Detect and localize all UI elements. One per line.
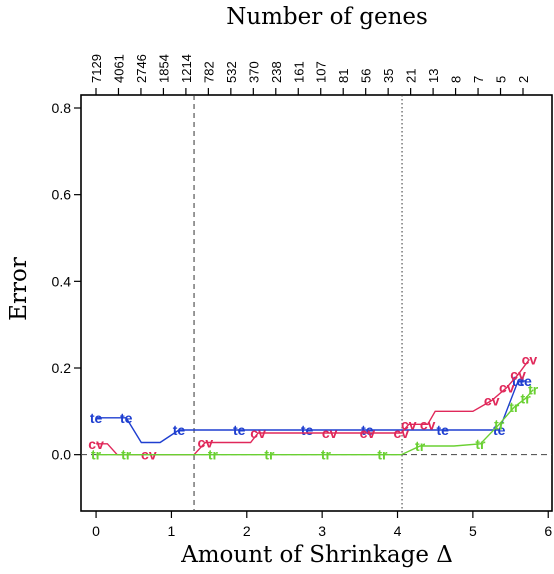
- series-marker-cv: cv: [250, 425, 266, 441]
- x-axis-title: Amount of Shrinkage Δ: [180, 542, 453, 568]
- series-marker-tr: tr: [521, 390, 532, 406]
- series-marker-cv: cv: [484, 393, 500, 409]
- plot-frame: [80, 94, 553, 512]
- series-line-te: [96, 380, 526, 444]
- x-tick-label: 4: [394, 523, 402, 539]
- series-marker-cv: cv: [198, 435, 214, 451]
- series-marker-cv: cv: [522, 351, 538, 367]
- top-tick-label: 13: [426, 69, 441, 83]
- top-tick-label: 238: [269, 61, 284, 83]
- top-tick-label: 107: [314, 61, 329, 83]
- x-tick-label: 5: [469, 523, 477, 539]
- series-marker-tr: tr: [208, 447, 219, 463]
- series-marker-tr: tr: [264, 447, 275, 463]
- series-marker-te: te: [301, 422, 314, 438]
- top-tick-label: 56: [359, 69, 374, 83]
- series-marker-cv: cv: [510, 367, 526, 383]
- y-tick-label: 0.4: [52, 273, 72, 289]
- top-tick-label: 7129: [89, 54, 104, 83]
- series-marker-tr: tr: [321, 447, 332, 463]
- series-marker-te: te: [493, 422, 506, 438]
- top-tick-label: 2: [516, 76, 531, 83]
- top-axis-title: Number of genes: [226, 4, 428, 30]
- x-tick-label: 1: [168, 523, 176, 539]
- series-marker-te: te: [437, 422, 450, 438]
- series-marker-tr: tr: [377, 447, 388, 463]
- top-tick-label: 370: [246, 61, 261, 83]
- top-tick-label: 1214: [179, 54, 194, 83]
- top-tick-label: 5: [494, 76, 509, 83]
- series-marker-te: te: [90, 410, 103, 426]
- top-tick-label: 532: [224, 61, 239, 83]
- series-marker-te: te: [361, 422, 374, 438]
- y-tick-label: 0.6: [52, 187, 72, 203]
- series-marker-te: te: [233, 422, 246, 438]
- top-tick-label: 21: [404, 69, 419, 83]
- series-marker-cv: cv: [499, 380, 515, 396]
- x-tick-label: 6: [544, 523, 552, 539]
- x-tick-label: 2: [243, 523, 251, 539]
- series-marker-cv: cv: [420, 416, 436, 432]
- top-tick-label: 1854: [156, 54, 171, 83]
- top-tick-label: 35: [381, 69, 396, 83]
- series-marker-tr: tr: [121, 447, 132, 463]
- y-tick-label: 0.2: [52, 360, 72, 376]
- y-tick-label: 0.8: [52, 100, 72, 116]
- top-tick-label: 2746: [134, 54, 149, 83]
- series-marker-tr: tr: [415, 438, 426, 454]
- top-tick-label: 7: [471, 76, 486, 83]
- series-marker-te: te: [173, 422, 186, 438]
- series-marker-cv: cv: [322, 425, 338, 441]
- series-marker-cv: cv: [393, 425, 409, 441]
- y-tick-label: 0.0: [52, 447, 72, 463]
- top-tick-label: 4061: [111, 54, 126, 83]
- series-marker-cv: cv: [401, 416, 417, 432]
- series-marker-cv: cv: [88, 436, 104, 452]
- series-line-cv: [96, 358, 530, 456]
- top-tick-label: 161: [291, 61, 306, 83]
- series-line-tr: [96, 389, 534, 456]
- series-marker-tr: tr: [91, 447, 102, 463]
- series-marker-tr: tr: [494, 416, 505, 432]
- series-marker-tr: tr: [509, 399, 520, 415]
- series-marker-te: te: [519, 373, 532, 389]
- x-tick-label: 3: [318, 523, 326, 539]
- x-tick-label: 0: [92, 523, 100, 539]
- top-tick-label: 782: [201, 61, 216, 83]
- series-marker-te: te: [120, 410, 133, 426]
- y-axis-title: Error: [6, 257, 32, 321]
- series-marker-tr: tr: [475, 436, 486, 452]
- top-tick-label: 8: [449, 76, 464, 83]
- series-marker-cv: cv: [360, 425, 376, 441]
- series-marker-tr: tr: [528, 382, 539, 398]
- top-tick-label: 81: [336, 69, 351, 83]
